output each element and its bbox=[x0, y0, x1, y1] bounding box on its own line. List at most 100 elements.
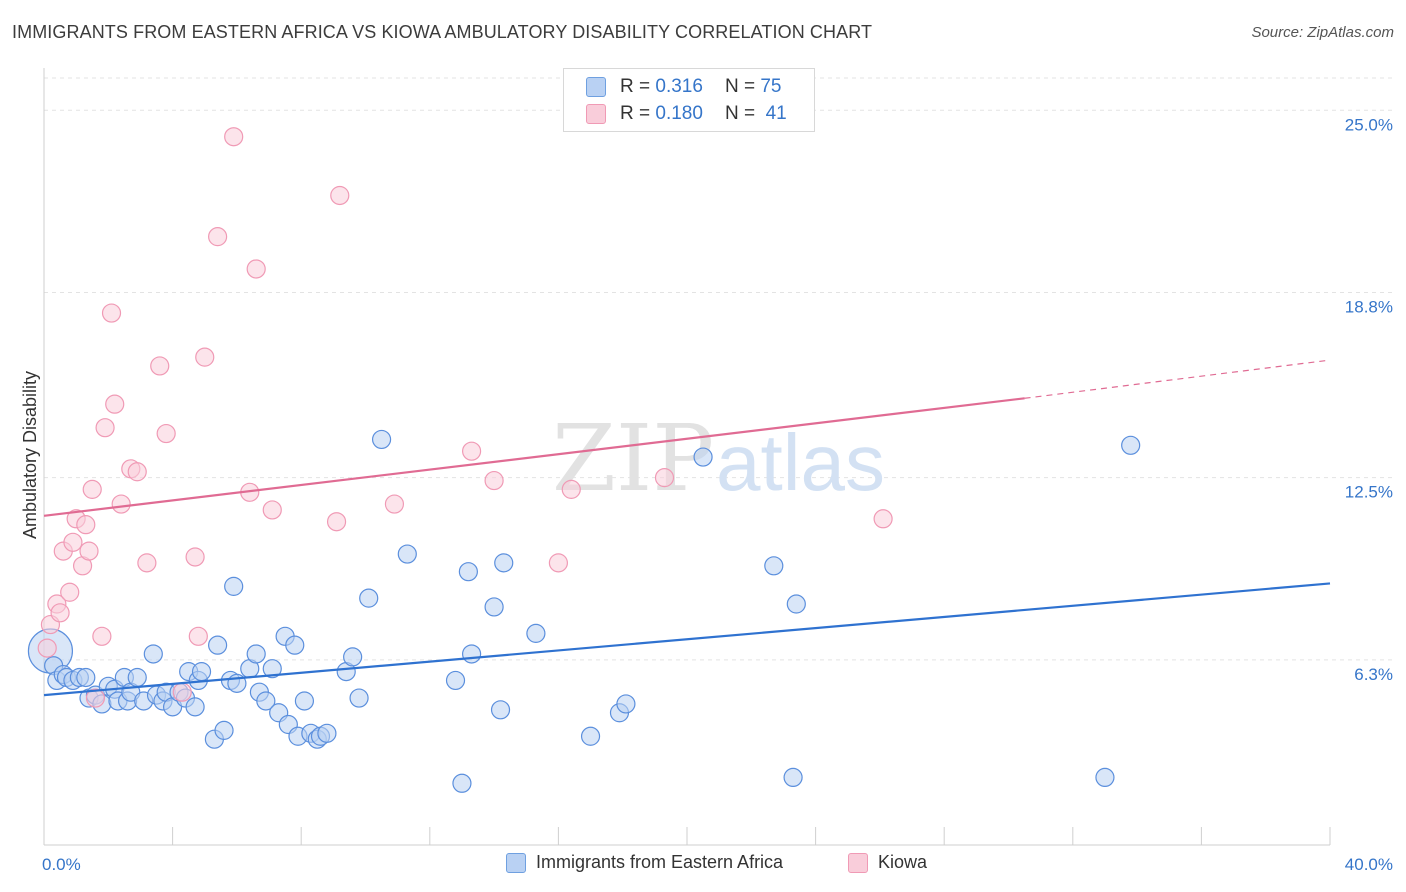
stats-r-value: 0.316 bbox=[655, 76, 703, 97]
point-kiowa bbox=[873, 509, 893, 529]
point-eastern-africa bbox=[526, 623, 546, 643]
point-eastern-africa bbox=[1095, 767, 1115, 788]
x-tick-label-max: 40.0% bbox=[1345, 855, 1393, 874]
point-kiowa bbox=[92, 626, 112, 646]
point-eastern-africa bbox=[764, 556, 784, 576]
chart-title: IMMIGRANTS FROM EASTERN AFRICA VS KIOWA … bbox=[12, 22, 873, 42]
point-kiowa bbox=[76, 515, 96, 535]
point-eastern-africa bbox=[185, 697, 205, 717]
point-eastern-africa bbox=[1121, 435, 1141, 455]
point-kiowa bbox=[246, 259, 266, 279]
point-kiowa bbox=[548, 553, 569, 573]
point-eastern-africa bbox=[349, 688, 369, 708]
y-tick-label: 12.5% bbox=[1345, 483, 1393, 502]
stats-row-kiowa: R = 0.180 N = 41 bbox=[586, 101, 787, 127]
point-eastern-africa bbox=[317, 723, 337, 743]
point-eastern-africa bbox=[783, 767, 803, 788]
point-eastern-africa bbox=[494, 553, 514, 573]
tick-labels: 6.3% 12.5% 18.8% 25.0% 0.0% 40.0% bbox=[42, 115, 1393, 874]
point-kiowa bbox=[95, 418, 115, 438]
stats-n-label: N = bbox=[724, 76, 756, 97]
point-kiowa bbox=[188, 626, 208, 646]
point-kiowa bbox=[185, 547, 205, 567]
point-eastern-africa bbox=[445, 670, 466, 691]
point-eastern-africa bbox=[246, 644, 266, 664]
point-eastern-africa bbox=[397, 544, 417, 564]
point-kiowa bbox=[224, 127, 244, 147]
point-kiowa bbox=[330, 185, 350, 206]
point-eastern-africa bbox=[76, 667, 96, 688]
point-eastern-africa bbox=[616, 694, 636, 714]
point-kiowa bbox=[127, 462, 147, 482]
legend-swatch-eastern-africa bbox=[506, 852, 526, 873]
point-eastern-africa bbox=[224, 576, 244, 596]
point-kiowa bbox=[105, 394, 125, 414]
point-eastern-africa bbox=[294, 691, 315, 711]
stats-swatch-kiowa bbox=[586, 104, 606, 124]
point-eastern-africa bbox=[693, 447, 713, 467]
stats-row-eastern-africa: R = 0.316 N = 75 bbox=[586, 74, 781, 100]
bottom-legend: Immigrants from Eastern Africa Kiowa bbox=[0, 850, 1406, 880]
point-kiowa bbox=[111, 494, 131, 514]
stats-n-value: 75 bbox=[760, 76, 782, 97]
point-kiowa bbox=[101, 303, 122, 323]
point-eastern-africa bbox=[452, 773, 472, 793]
point-kiowa bbox=[461, 441, 482, 461]
point-kiowa bbox=[37, 638, 57, 658]
point-eastern-africa bbox=[371, 429, 392, 450]
legend-swatch-kiowa bbox=[848, 852, 868, 873]
point-eastern-africa bbox=[256, 691, 276, 711]
trend-lines bbox=[43, 359, 1331, 697]
trend-line-kiowa-extension bbox=[1024, 359, 1331, 399]
stats-swatch-eastern-africa bbox=[586, 77, 606, 97]
point-kiowa bbox=[150, 356, 170, 376]
point-eastern-africa bbox=[458, 562, 478, 582]
point-eastern-africa bbox=[262, 659, 282, 679]
point-kiowa bbox=[79, 541, 99, 561]
point-eastern-africa bbox=[285, 635, 305, 655]
point-eastern-africa bbox=[461, 644, 482, 664]
y-tick-label: 25.0% bbox=[1345, 115, 1393, 134]
point-kiowa bbox=[484, 470, 504, 491]
x-tick-label-min: 0.0% bbox=[42, 855, 81, 874]
trend-line-kiowa bbox=[43, 397, 1025, 517]
y-tick-label: 6.3% bbox=[1354, 665, 1393, 684]
point-kiowa bbox=[60, 582, 80, 602]
stats-r-value: 0.180 bbox=[655, 103, 703, 124]
series-kiowa bbox=[37, 127, 893, 708]
legend-item-kiowa[interactable]: Kiowa bbox=[848, 852, 927, 873]
point-kiowa bbox=[195, 347, 215, 367]
source-label: Source: ZipAtlas.com bbox=[1251, 24, 1394, 41]
point-kiowa bbox=[262, 500, 282, 520]
point-kiowa bbox=[561, 479, 581, 499]
point-kiowa bbox=[326, 512, 347, 532]
point-kiowa bbox=[172, 682, 192, 702]
point-eastern-africa bbox=[484, 597, 504, 617]
legend-label-kiowa: Kiowa bbox=[878, 852, 928, 872]
point-eastern-africa bbox=[191, 662, 212, 682]
legend-label-eastern-africa: Immigrants from Eastern Africa bbox=[536, 852, 784, 872]
point-eastern-africa bbox=[127, 667, 147, 688]
point-eastern-africa bbox=[208, 635, 228, 655]
point-kiowa bbox=[208, 227, 228, 247]
point-kiowa bbox=[137, 553, 157, 573]
trend-line-eastern-africa bbox=[43, 582, 1331, 697]
grid-lines bbox=[44, 77, 1395, 661]
y-axis-label: Ambulatory Disability bbox=[20, 371, 40, 539]
point-eastern-africa bbox=[580, 726, 601, 746]
point-eastern-africa bbox=[143, 644, 163, 664]
point-eastern-africa bbox=[359, 588, 379, 608]
point-eastern-africa bbox=[214, 720, 234, 740]
y-tick-label: 18.8% bbox=[1345, 297, 1393, 316]
stats-legend: R = 0.316 N = 75 R = 0.180 N = 41 bbox=[563, 68, 815, 132]
stats-r-label: R = bbox=[620, 76, 651, 97]
point-kiowa bbox=[384, 494, 405, 514]
stats-r-label: R = bbox=[620, 103, 651, 124]
point-eastern-africa bbox=[786, 594, 806, 614]
axes bbox=[43, 68, 1331, 846]
point-kiowa bbox=[156, 423, 176, 444]
point-kiowa bbox=[63, 532, 83, 552]
legend-item-eastern-africa[interactable]: Immigrants from Eastern Africa bbox=[506, 852, 783, 873]
point-eastern-africa bbox=[490, 700, 511, 720]
